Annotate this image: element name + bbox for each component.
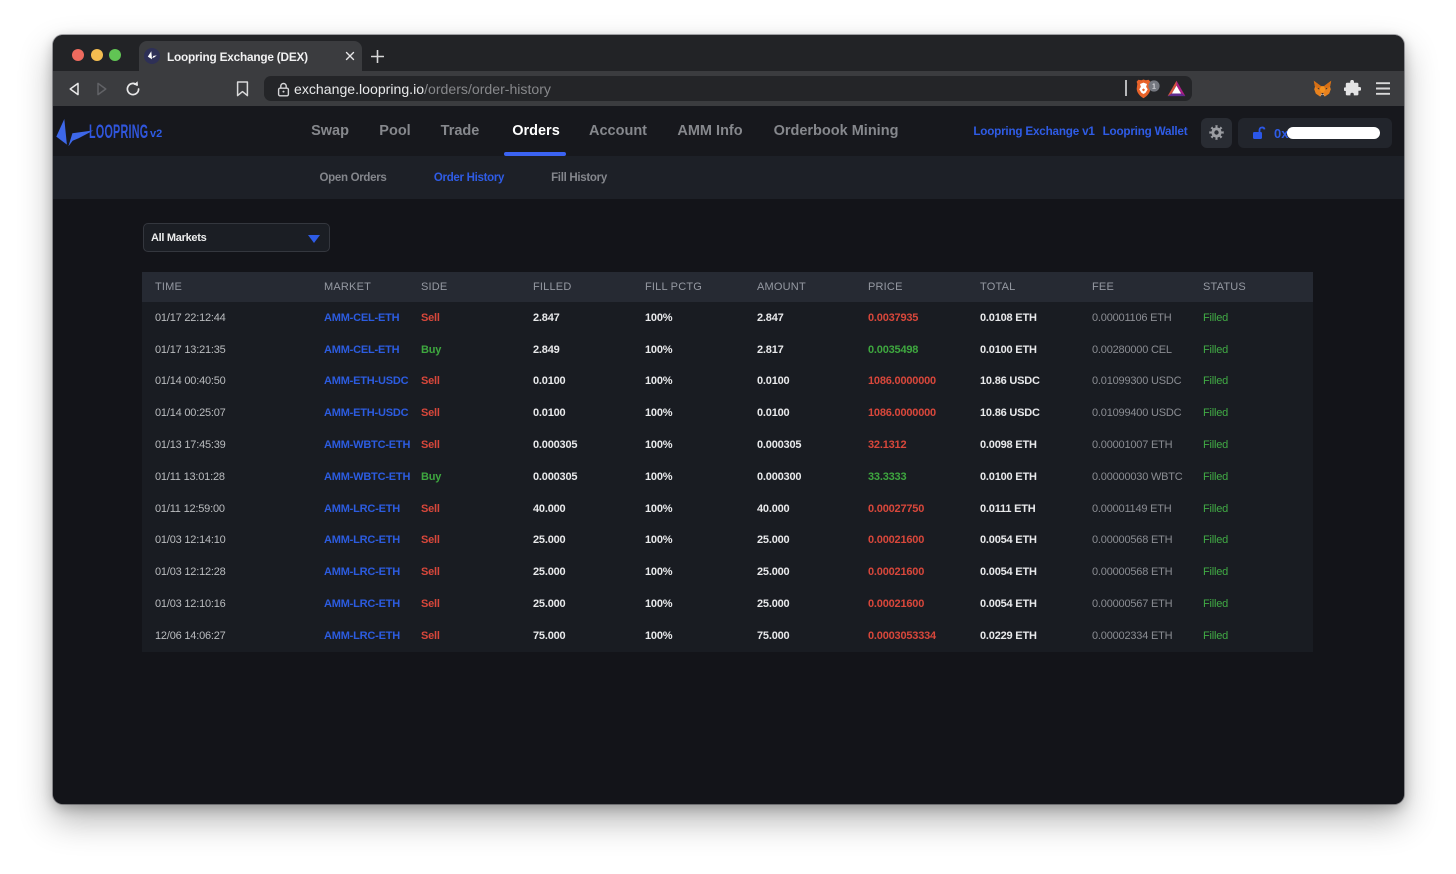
svg-text:1: 1	[1152, 81, 1156, 90]
